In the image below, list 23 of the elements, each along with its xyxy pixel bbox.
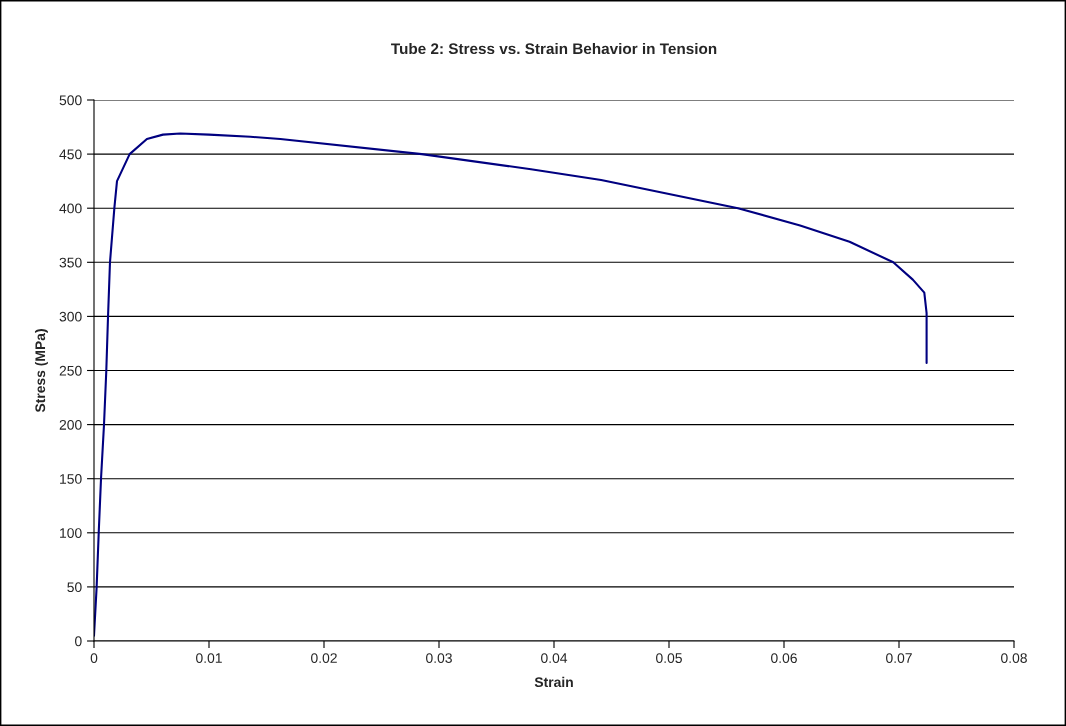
- y-axis-title: Stress (MPa): [34, 329, 48, 413]
- x-tick-label: 0.03: [426, 653, 452, 664]
- x-tick-label: 0.02: [311, 653, 337, 664]
- x-tick-label: 0.06: [771, 653, 797, 664]
- y-tick-label: 400: [59, 203, 82, 214]
- y-tick-label: 450: [59, 149, 82, 160]
- y-tick-label: 250: [59, 365, 82, 376]
- x-axis-title: Strain: [534, 676, 573, 688]
- x-tick-label: 0.05: [656, 653, 682, 664]
- y-tick-label: 500: [59, 95, 82, 106]
- x-tick-label: 0.01: [196, 653, 222, 664]
- y-tick-label: 100: [60, 528, 82, 538]
- chart-title: Tube 2: Stress vs. Strain Behavior in Tension: [391, 42, 717, 55]
- y-tick-label: 150: [60, 474, 82, 484]
- y-tick-label: 200: [59, 419, 82, 430]
- y-tick-label: 350: [59, 257, 82, 268]
- x-tick-label: 0.08: [1001, 653, 1027, 664]
- y-tick-label: 300: [59, 311, 82, 322]
- y-tick-label: 0: [75, 636, 82, 647]
- x-tick-label: 0: [90, 653, 98, 664]
- y-tick-label: 50: [67, 582, 82, 593]
- x-tick-label: 0.04: [541, 653, 568, 664]
- x-tick-label: 0.07: [886, 653, 912, 664]
